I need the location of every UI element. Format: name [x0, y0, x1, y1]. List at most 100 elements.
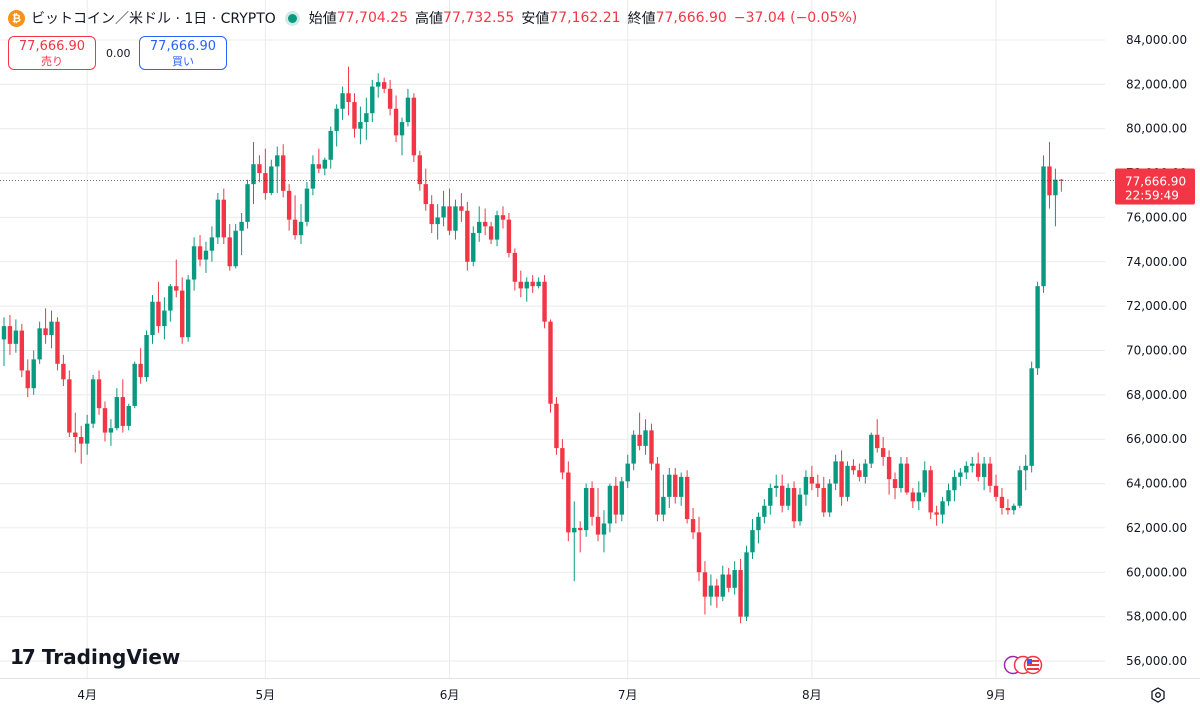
candle-body [631, 434, 636, 464]
candle-body [993, 485, 999, 497]
bitcoin-icon: ₿ [8, 9, 25, 27]
y-tick-label: 60,000.00 [1126, 565, 1187, 579]
y-tick-label: 82,000.00 [1126, 77, 1187, 91]
candle-body [138, 363, 143, 378]
candle-body [785, 488, 791, 506]
candle-body [649, 430, 654, 464]
candle-body [245, 184, 250, 222]
candle-body [928, 470, 933, 513]
candle-body [560, 448, 565, 473]
sell-label: 売り [41, 55, 63, 68]
y-tick-label: 72,000.00 [1126, 299, 1187, 313]
buy-button[interactable]: 77,666.90 買い [139, 36, 227, 70]
candle-body [25, 370, 30, 389]
candle-body [43, 328, 48, 335]
candle-body [904, 463, 910, 493]
candle-body [346, 93, 351, 103]
candle-body [684, 476, 690, 520]
candle-body [73, 432, 78, 437]
x-tick-label: 7月 [618, 688, 638, 702]
candle-body [613, 485, 619, 515]
candle-body [880, 448, 886, 457]
candle-body [251, 164, 256, 185]
candle-body [726, 574, 731, 588]
candle-body [583, 488, 589, 531]
candle-body [84, 423, 90, 444]
low-label: 安値 [521, 11, 550, 27]
candle-body [132, 363, 137, 406]
candle-body [1029, 368, 1034, 466]
candle-body [970, 463, 975, 466]
candle-body [875, 434, 880, 449]
candle-body [203, 250, 209, 260]
candle-body [702, 572, 708, 597]
x-tick-label: 9月 [986, 688, 1006, 702]
candle-body [797, 494, 803, 522]
us-flag-events-icon[interactable] [1003, 655, 1043, 675]
candle-body [696, 532, 702, 573]
candle-body [554, 403, 559, 449]
candle-body [821, 488, 826, 513]
y-tick-label: 84,000.00 [1126, 33, 1187, 47]
candle-body [482, 221, 488, 227]
candle-body [381, 82, 387, 89]
candle-body [863, 463, 868, 477]
candle-body [530, 281, 535, 287]
candle-body [1041, 166, 1046, 287]
candle-body [370, 86, 375, 114]
high-label: 高値 [415, 11, 444, 27]
candle-body [589, 488, 595, 517]
candle-body [417, 155, 423, 185]
candle-body [1005, 507, 1011, 511]
y-tick-label: 70,000.00 [1126, 344, 1187, 358]
candle-body [1023, 465, 1028, 471]
tradingview-logo[interactable]: 17 TradingView [10, 645, 180, 669]
candle-body [429, 204, 434, 225]
candle-body [257, 164, 262, 174]
candle-body [96, 379, 102, 409]
candle-body [1, 326, 7, 340]
candle-body [1053, 179, 1058, 196]
candle-body [488, 226, 494, 240]
candle-body [750, 530, 755, 553]
candle-body [61, 363, 66, 380]
candle-body [732, 570, 737, 588]
candle-body [987, 463, 993, 486]
candle-body [441, 206, 446, 218]
candle-body [310, 164, 316, 189]
candle-body [548, 321, 553, 404]
y-tick-label: 58,000.00 [1126, 610, 1187, 624]
candle-body [779, 485, 785, 506]
candle-body [376, 82, 381, 87]
candle-body [678, 476, 684, 497]
candle-body [102, 408, 108, 433]
candle-body [720, 574, 725, 597]
tradingview-logo-text: TradingView [41, 645, 181, 669]
candle-body [690, 519, 696, 533]
candle-body [673, 474, 678, 497]
candle-body [916, 492, 921, 502]
candle-body [197, 246, 203, 260]
symbol-title[interactable]: ビットコイン／米ドル · 1日 · CRYPTO [31, 11, 276, 27]
buy-label: 買い [172, 55, 194, 68]
candle-body [423, 184, 428, 205]
candle-body [981, 463, 987, 477]
candle-body [79, 436, 84, 444]
y-tick-label: 68,000.00 [1126, 388, 1187, 402]
sell-button[interactable]: 77,666.90 売り [8, 36, 96, 70]
settings-icon[interactable] [1150, 687, 1166, 703]
x-tick-label: 6月 [440, 688, 460, 702]
candle-body [358, 122, 363, 129]
close-value: 77,666.90 [655, 10, 727, 26]
candle-body [168, 286, 173, 311]
candle-body [809, 476, 815, 484]
candle-body [411, 97, 417, 156]
candle-body [1059, 179, 1064, 181]
candle-body [595, 516, 601, 535]
candle-body [833, 461, 838, 484]
candle-body [1017, 470, 1022, 506]
candle-body [774, 485, 779, 489]
y-tick-label: 56,000.00 [1126, 654, 1187, 668]
candle-body [316, 164, 322, 169]
